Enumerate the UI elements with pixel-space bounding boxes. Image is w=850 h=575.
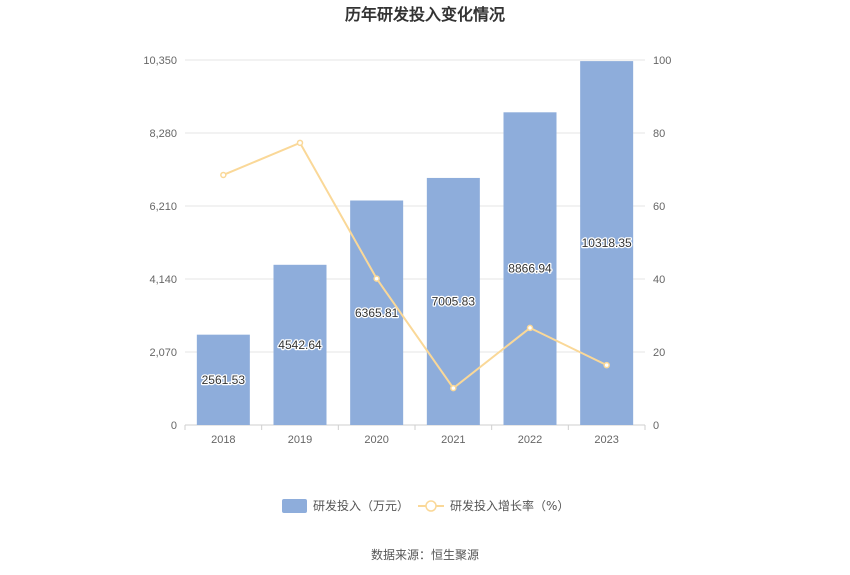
right-tick-label: 100 [653,55,671,67]
line-point[interactable] [220,171,227,179]
legend-bar-label: 研发投入（万元） [313,498,409,513]
x-tick-label: 2022 [518,434,542,446]
bar-data-labels: 2561.53 4542.64 6365.81 7005.83 8866.94 10318… [200,235,633,388]
line-point[interactable] [450,384,457,392]
right-tick-label: 40 [653,274,665,286]
legend: 研发投入（万元） 研发投入增长率（%） [282,498,569,513]
bar-data-label: 2561.53 [202,373,246,387]
right-tick-label: 60 [653,201,665,213]
right-tick-label: 80 [653,128,665,140]
bar-data-label: 7005.83 [432,294,476,308]
legend-item-line[interactable]: 研发投入增长率（%） [418,498,569,513]
growth-line [222,141,608,390]
right-axis: 0 20 40 60 80 100 [653,55,671,432]
x-tick-label: 2019 [288,434,312,446]
bar[interactable] [196,334,250,425]
x-tick-label: 2018 [211,434,235,446]
legend-item-bar[interactable]: 研发投入（万元） [282,498,409,513]
legend-line-label: 研发投入增长率（%） [450,498,569,513]
source-text: 数据来源：恒生聚源 [371,547,479,562]
left-tick-label: 2,070 [149,347,177,359]
right-tick-label: 20 [653,347,665,359]
legend-bar-swatch [282,499,307,513]
legend-line-marker [425,500,437,512]
line-series [220,139,610,392]
right-tick-label: 0 [653,420,659,432]
line-point[interactable] [526,324,534,332]
x-tick-label: 2020 [364,434,388,446]
bar-data-label: 4542.64 [278,338,322,352]
x-tick-label: 2023 [594,434,618,446]
bar[interactable] [426,177,480,425]
grid-lines [185,59,645,426]
left-tick-label: 0 [171,420,177,432]
chart-title: 历年研发投入变化情况 [345,5,505,24]
bar[interactable] [350,200,404,425]
line-point[interactable] [603,361,610,369]
line-point[interactable] [373,275,380,282]
bar-series [196,61,634,426]
x-tick-label: 2021 [441,434,465,446]
bar-data-label: 8866.94 [508,262,552,276]
left-tick-label: 6,210 [149,201,177,213]
bar[interactable] [503,112,557,425]
bar[interactable] [273,264,327,425]
line-point[interactable] [296,139,304,147]
left-tick-label: 4,140 [149,274,177,286]
left-tick-label: 8,280 [149,128,177,140]
bar-data-label: 10318.35 [582,236,632,250]
bar-data-label: 6365.81 [355,306,399,320]
x-axis: 2018 2019 2020 2021 2022 2023 [184,425,646,446]
left-axis: 0 2,070 4,140 6,210 8,280 10,350 [143,55,177,432]
left-tick-label: 10,350 [143,55,177,67]
